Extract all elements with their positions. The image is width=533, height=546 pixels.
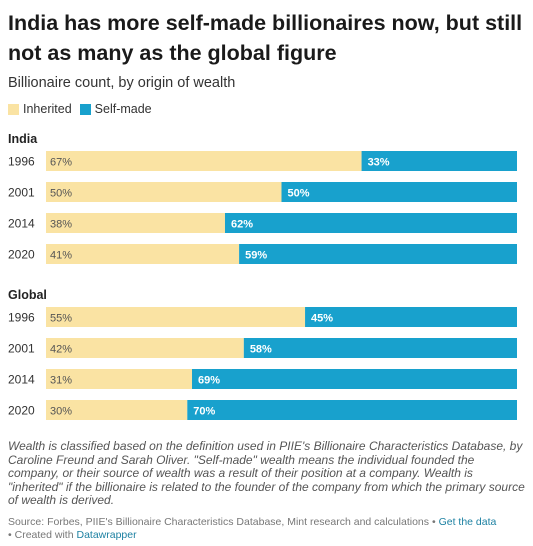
chart-title: India has more self-made billionaires no… xyxy=(8,11,523,65)
chart-notes: Wealth is classified based on the defini… xyxy=(8,439,525,507)
stacked-bar-chart: India 1996 67% 33% 2001 50% 50% 2014 38% 62% 2020 4… xyxy=(8,132,518,420)
bar-selfmade-india-2020 xyxy=(239,244,518,264)
year-label: 2020 xyxy=(8,404,35,418)
source-separator: • xyxy=(431,516,436,528)
datawrapper-link[interactable]: Datawrapper xyxy=(76,529,137,541)
group-label-global: Global xyxy=(8,288,47,302)
data-label-inherited: 38% xyxy=(50,219,72,231)
data-label-selfmade: 33% xyxy=(368,157,390,169)
bar-inherited-india-2020 xyxy=(46,244,240,264)
year-label: 1996 xyxy=(8,155,35,169)
year-label: 1996 xyxy=(8,311,35,325)
data-label-inherited: 42% xyxy=(50,344,72,356)
data-label-selfmade: 45% xyxy=(311,313,333,325)
year-label: 2020 xyxy=(8,248,35,262)
source-text: Source: Forbes, PIIE's Billionaire Chara… xyxy=(8,516,430,528)
bar-inherited-global-1996 xyxy=(46,307,306,327)
legend-swatch-inherited xyxy=(8,103,19,115)
bar-inherited-global-2001 xyxy=(46,338,244,358)
legend-swatch-selfmade xyxy=(79,103,91,115)
data-label-inherited: 67% xyxy=(50,157,72,169)
created-with-text: Created with xyxy=(14,529,74,541)
bar-inherited-india-2014 xyxy=(46,213,225,233)
year-label: 2001 xyxy=(8,186,35,200)
chart-subtitle: Billionaire count, by origin of wealth xyxy=(8,75,236,91)
data-label-selfmade: 50% xyxy=(288,188,310,200)
bar-selfmade-global-1996 xyxy=(305,307,517,327)
bar-inherited-global-2020 xyxy=(46,400,188,420)
data-label-selfmade: 58% xyxy=(250,344,272,356)
created-separator: • xyxy=(8,529,12,541)
data-label-inherited: 31% xyxy=(50,375,72,387)
bar-inherited-global-2014 xyxy=(46,369,193,389)
data-label-inherited: 30% xyxy=(50,406,72,418)
bar-selfmade-global-2020 xyxy=(187,400,518,420)
bar-selfmade-india-2014 xyxy=(224,213,518,233)
data-label-selfmade: 70% xyxy=(193,406,215,418)
source-line: Source: Forbes, PIIE's Billionaire Chara… xyxy=(8,516,528,542)
year-label: 2014 xyxy=(8,217,35,231)
legend: Inherited Self-made xyxy=(8,102,160,116)
group-label-india: India xyxy=(8,132,38,146)
legend-item-selfmade: Self-made xyxy=(79,102,152,116)
legend-label-inherited: Inherited xyxy=(23,102,72,116)
data-label-selfmade: 69% xyxy=(198,375,220,387)
year-label: 2014 xyxy=(8,373,35,387)
bar-inherited-india-1996 xyxy=(46,151,362,171)
bar-selfmade-india-1996 xyxy=(361,151,517,171)
data-label-selfmade: 59% xyxy=(245,250,267,262)
legend-label-selfmade: Self-made xyxy=(94,102,152,116)
legend-item-inherited: Inherited xyxy=(8,102,72,116)
bar-selfmade-global-2001 xyxy=(243,338,517,358)
data-label-inherited: 50% xyxy=(50,188,72,200)
bar-inherited-india-2001 xyxy=(46,182,282,202)
bar-selfmade-india-2001 xyxy=(281,182,517,202)
bar-selfmade-global-2014 xyxy=(192,369,517,389)
year-label: 2001 xyxy=(8,342,35,356)
data-label-selfmade: 62% xyxy=(231,219,253,231)
data-label-inherited: 55% xyxy=(50,313,72,325)
get-data-link[interactable]: Get the data xyxy=(438,516,497,528)
data-label-inherited: 41% xyxy=(50,250,72,262)
